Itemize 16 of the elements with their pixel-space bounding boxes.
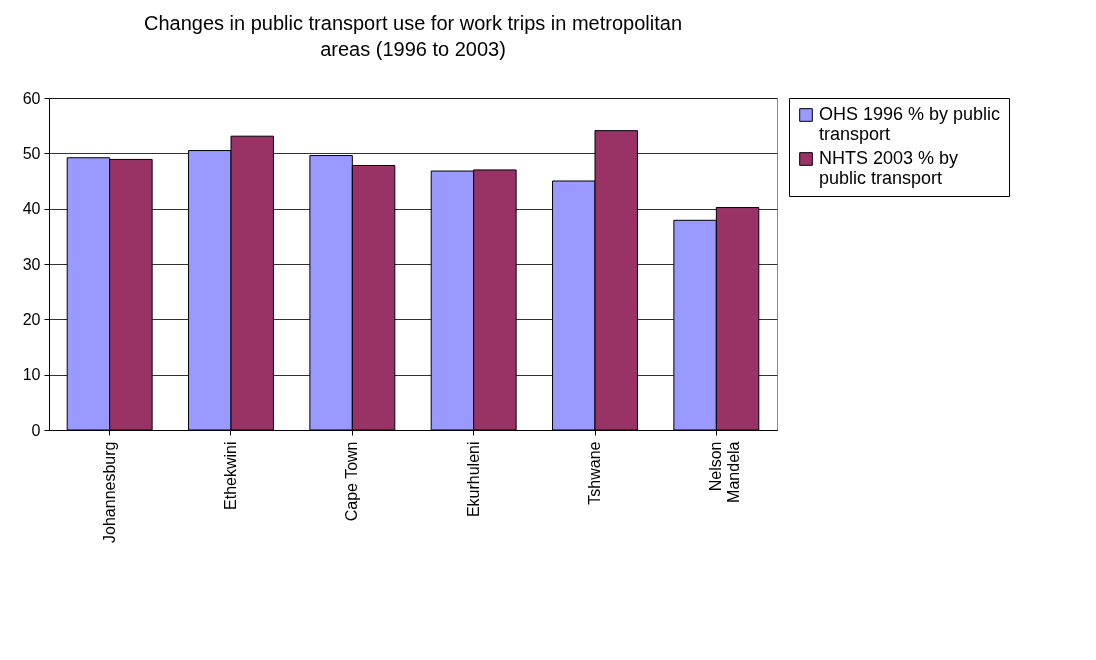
y-tick-label: 30 — [22, 255, 41, 273]
y-tick-label: 20 — [22, 310, 41, 328]
x-tick-label: Nelson Mandela — [707, 441, 743, 503]
y-tick-label: 50 — [22, 144, 41, 162]
x-tick-label: Johannesburg — [100, 441, 118, 543]
y-tick-label: 60 — [22, 89, 41, 107]
x-tick-label: Cape Town — [343, 441, 361, 522]
x-tick-label: Ethekwini — [222, 441, 239, 510]
legend-label: NHTS 2003 % by public transport — [819, 148, 959, 188]
y-tick-label: 0 — [31, 421, 41, 439]
y-tick-label: 40 — [22, 200, 41, 218]
legend-label: OHS 1996 % by public transport — [819, 104, 1001, 144]
chart-title: Changes in public transport use for work trips in metropolitan areas (1996 to 2003) — [143, 12, 683, 60]
y-tick-label: 10 — [22, 366, 41, 384]
x-tick-label: Ekurhuleni — [464, 441, 482, 518]
x-tick-label: Tshwane — [586, 441, 603, 505]
